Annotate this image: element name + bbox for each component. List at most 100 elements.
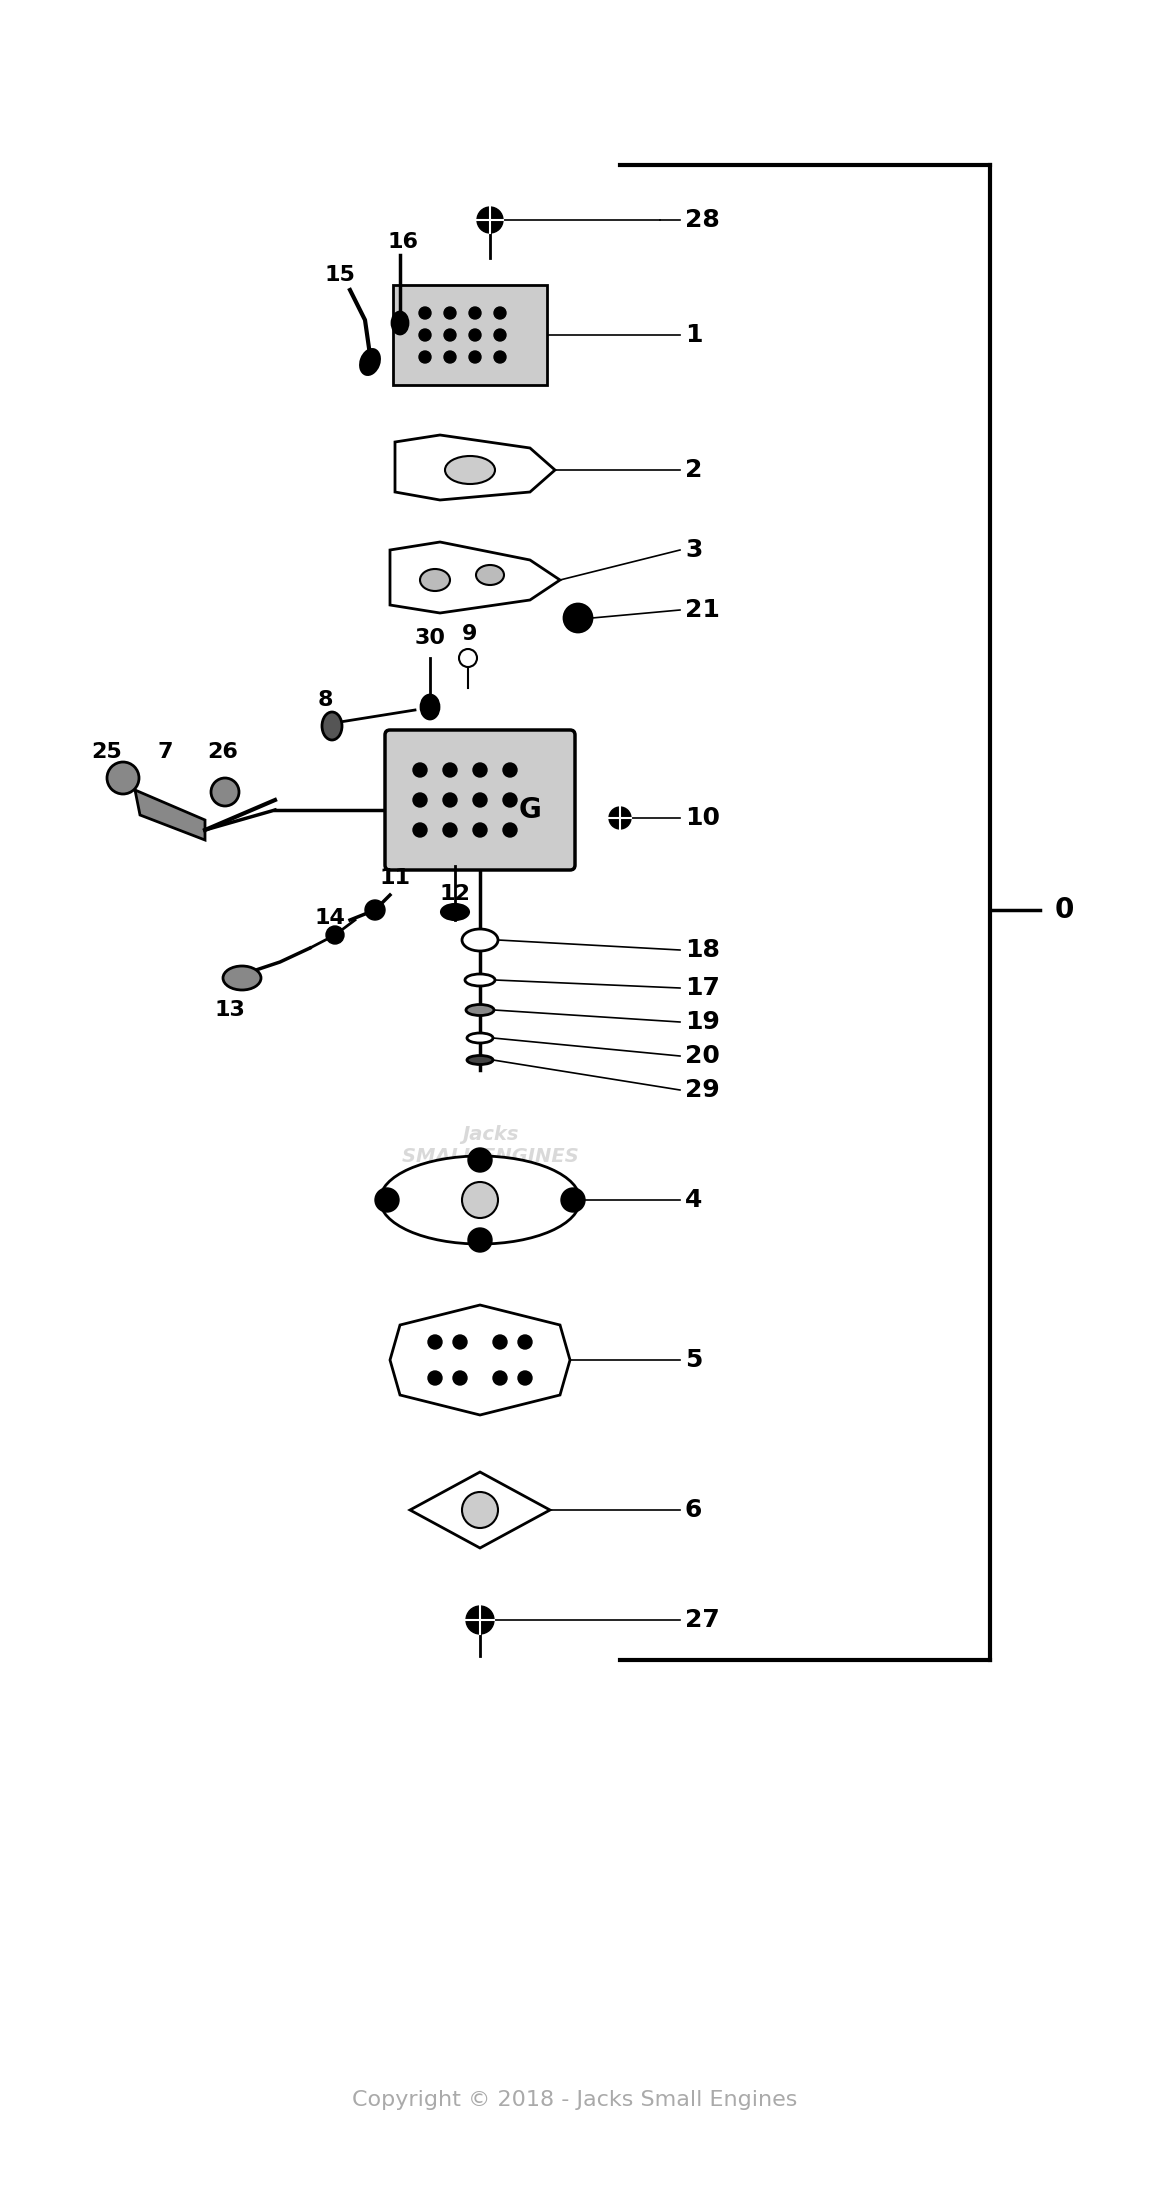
Circle shape xyxy=(468,1229,492,1253)
Text: 10: 10 xyxy=(685,806,720,830)
Ellipse shape xyxy=(476,566,504,586)
Text: 30: 30 xyxy=(414,628,445,647)
Text: 9: 9 xyxy=(462,623,477,643)
Text: 1: 1 xyxy=(685,324,703,348)
Text: 25: 25 xyxy=(92,742,122,762)
Text: 3: 3 xyxy=(685,537,703,562)
Circle shape xyxy=(564,603,592,632)
Circle shape xyxy=(453,1372,467,1385)
Text: 12: 12 xyxy=(439,883,470,905)
Text: Copyright © 2018 - Jacks Small Engines: Copyright © 2018 - Jacks Small Engines xyxy=(352,2090,798,2110)
Text: 16: 16 xyxy=(388,231,419,251)
Circle shape xyxy=(469,328,481,341)
Circle shape xyxy=(459,650,477,667)
Circle shape xyxy=(443,793,457,806)
Ellipse shape xyxy=(421,696,439,720)
Circle shape xyxy=(477,207,503,233)
Polygon shape xyxy=(411,1471,550,1548)
Text: 0: 0 xyxy=(1055,896,1074,925)
Text: 13: 13 xyxy=(215,1000,245,1020)
Circle shape xyxy=(210,777,239,806)
Text: 18: 18 xyxy=(685,938,720,962)
Circle shape xyxy=(561,1189,585,1211)
Ellipse shape xyxy=(223,967,261,991)
Text: 15: 15 xyxy=(324,264,355,284)
Text: 2: 2 xyxy=(685,458,703,482)
Circle shape xyxy=(444,328,457,341)
Ellipse shape xyxy=(322,711,342,740)
Text: 14: 14 xyxy=(315,907,345,927)
Polygon shape xyxy=(135,791,205,839)
Circle shape xyxy=(518,1334,532,1350)
Circle shape xyxy=(503,764,518,777)
Circle shape xyxy=(462,1493,498,1528)
Circle shape xyxy=(419,350,431,363)
FancyBboxPatch shape xyxy=(385,731,575,870)
Text: 4: 4 xyxy=(685,1189,703,1211)
Circle shape xyxy=(469,306,481,319)
Circle shape xyxy=(444,306,457,319)
Circle shape xyxy=(493,1334,507,1350)
Circle shape xyxy=(413,764,427,777)
Polygon shape xyxy=(390,1306,570,1416)
Ellipse shape xyxy=(466,1004,494,1015)
Circle shape xyxy=(494,350,506,363)
Circle shape xyxy=(365,901,385,920)
Circle shape xyxy=(462,1182,498,1218)
Circle shape xyxy=(443,764,457,777)
Polygon shape xyxy=(394,436,555,500)
Ellipse shape xyxy=(380,1156,580,1244)
Circle shape xyxy=(494,306,506,319)
Text: 27: 27 xyxy=(685,1607,720,1632)
Circle shape xyxy=(419,328,431,341)
Ellipse shape xyxy=(360,350,380,374)
Text: 7: 7 xyxy=(158,742,172,762)
Circle shape xyxy=(610,806,631,828)
Text: 5: 5 xyxy=(685,1348,703,1372)
Circle shape xyxy=(453,1334,467,1350)
Circle shape xyxy=(493,1372,507,1385)
Circle shape xyxy=(473,793,486,806)
Text: 26: 26 xyxy=(207,742,238,762)
Circle shape xyxy=(443,824,457,837)
Ellipse shape xyxy=(467,1033,493,1044)
Text: 19: 19 xyxy=(685,1011,720,1035)
Circle shape xyxy=(375,1189,399,1211)
Circle shape xyxy=(469,350,481,363)
Circle shape xyxy=(473,764,486,777)
Text: G: G xyxy=(519,795,542,824)
Text: 6: 6 xyxy=(685,1497,703,1522)
Text: 8: 8 xyxy=(317,689,332,709)
Text: 11: 11 xyxy=(380,868,411,887)
Ellipse shape xyxy=(420,568,450,590)
Ellipse shape xyxy=(392,313,408,335)
Circle shape xyxy=(325,927,344,945)
Text: 21: 21 xyxy=(685,599,720,621)
Circle shape xyxy=(428,1334,442,1350)
Circle shape xyxy=(468,1147,492,1171)
Circle shape xyxy=(494,328,506,341)
Text: Jacks
SMALL ENGINES: Jacks SMALL ENGINES xyxy=(401,1125,578,1165)
Circle shape xyxy=(503,824,518,837)
Text: 20: 20 xyxy=(685,1044,720,1068)
Ellipse shape xyxy=(465,973,494,986)
Circle shape xyxy=(444,350,457,363)
Ellipse shape xyxy=(467,1055,493,1064)
Text: 29: 29 xyxy=(685,1079,720,1101)
Circle shape xyxy=(413,793,427,806)
Circle shape xyxy=(419,306,431,319)
Polygon shape xyxy=(390,542,560,612)
Ellipse shape xyxy=(445,456,494,484)
Circle shape xyxy=(428,1372,442,1385)
Circle shape xyxy=(518,1372,532,1385)
Circle shape xyxy=(413,824,427,837)
Circle shape xyxy=(466,1605,494,1634)
Ellipse shape xyxy=(440,905,469,920)
Circle shape xyxy=(503,793,518,806)
Circle shape xyxy=(473,824,486,837)
Ellipse shape xyxy=(462,929,498,951)
FancyBboxPatch shape xyxy=(393,284,547,385)
Text: 17: 17 xyxy=(685,975,720,1000)
Circle shape xyxy=(107,762,139,795)
Text: 28: 28 xyxy=(685,207,720,231)
